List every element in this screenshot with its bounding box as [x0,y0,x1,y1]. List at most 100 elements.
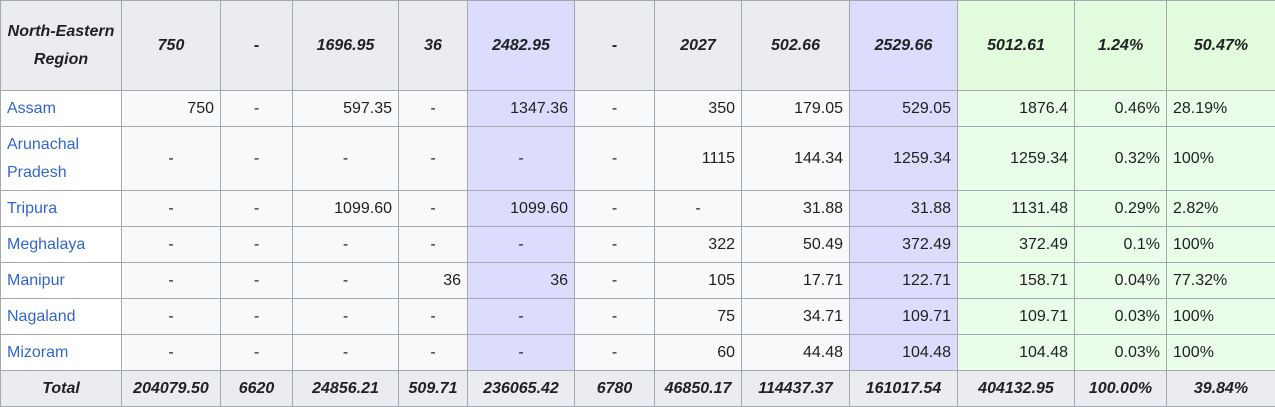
cell-6: - [655,191,742,227]
cell-9: 1876.4 [958,91,1075,127]
cell-10: 0.32% [1075,127,1167,191]
cell-5: - [575,191,655,227]
state-link[interactable]: Tripura [7,200,57,217]
cell-5: - [575,263,655,299]
cell-10: 0.29% [1075,191,1167,227]
total-value-10: 100.00% [1075,371,1167,407]
state-name-cell: Arunachal Pradesh [1,127,122,191]
cell-9: 1131.48 [958,191,1075,227]
cell-3: - [399,299,468,335]
cell-11: 100% [1167,127,1275,191]
state-name-cell: Meghalaya [1,227,122,263]
total-value-11: 39.84% [1167,371,1275,407]
total-value-8: 161017.54 [850,371,958,407]
cell-8: 104.48 [850,335,958,371]
cell-11: 100% [1167,299,1275,335]
region-value-1: - [221,1,293,91]
cell-8: 122.71 [850,263,958,299]
region-value-5: - [575,1,655,91]
cell-3: - [399,227,468,263]
total-value-3: 509.71 [399,371,468,407]
total-value-5: 6780 [575,371,655,407]
cell-7: 31.88 [742,191,850,227]
cell-1: - [221,335,293,371]
region-value-7: 502.66 [742,1,850,91]
cell-10: 0.04% [1075,263,1167,299]
cell-6: 105 [655,263,742,299]
state-name-cell: Assam [1,91,122,127]
cell-7: 144.34 [742,127,850,191]
cell-4: - [468,299,575,335]
cell-2: - [293,299,399,335]
cell-0: 750 [122,91,221,127]
cell-2: 597.35 [293,91,399,127]
state-name-cell: Nagaland [1,299,122,335]
cell-8: 31.88 [850,191,958,227]
cell-6: 322 [655,227,742,263]
cell-4: 1099.60 [468,191,575,227]
state-link[interactable]: Nagaland [7,308,76,325]
cell-4: 1347.36 [468,91,575,127]
cell-9: 158.71 [958,263,1075,299]
cell-10: 0.03% [1075,299,1167,335]
region-value-4: 2482.95 [468,1,575,91]
region-value-2: 1696.95 [293,1,399,91]
cell-9: 104.48 [958,335,1075,371]
cell-2: - [293,127,399,191]
state-link[interactable]: Mizoram [7,344,68,361]
cell-11: 100% [1167,335,1275,371]
cell-9: 372.49 [958,227,1075,263]
cell-5: - [575,127,655,191]
cell-8: 1259.34 [850,127,958,191]
cell-9: 1259.34 [958,127,1075,191]
state-link[interactable]: Manipur [7,272,65,289]
state-link[interactable]: Arunachal Pradesh [7,136,79,181]
total-value-6: 46850.17 [655,371,742,407]
cell-2: - [293,335,399,371]
cell-11: 28.19% [1167,91,1275,127]
cell-1: - [221,227,293,263]
total-value-1: 6620 [221,371,293,407]
cell-5: - [575,299,655,335]
cell-0: - [122,191,221,227]
cell-1: - [221,91,293,127]
region-value-3: 36 [399,1,468,91]
total-value-4: 236065.42 [468,371,575,407]
cell-6: 1115 [655,127,742,191]
cell-5: - [575,335,655,371]
cell-6: 60 [655,335,742,371]
cell-10: 0.03% [1075,335,1167,371]
cell-1: - [221,127,293,191]
cell-3: - [399,127,468,191]
cell-11: 77.32% [1167,263,1275,299]
cell-2: - [293,263,399,299]
state-link[interactable]: Meghalaya [7,236,85,253]
total-value-2: 24856.21 [293,371,399,407]
cell-4: 36 [468,263,575,299]
region-name: North-Eastern Region [1,1,122,91]
cell-4: - [468,227,575,263]
state-name-cell: Tripura [1,191,122,227]
cell-7: 34.71 [742,299,850,335]
cell-10: 0.46% [1075,91,1167,127]
cell-0: - [122,263,221,299]
total-value-0: 204079.50 [122,371,221,407]
cell-8: 372.49 [850,227,958,263]
cell-9: 109.71 [958,299,1075,335]
state-link[interactable]: Assam [7,100,56,117]
cell-11: 100% [1167,227,1275,263]
cell-2: 1099.60 [293,191,399,227]
cell-3: - [399,91,468,127]
cell-4: - [468,127,575,191]
state-name-cell: Mizoram [1,335,122,371]
cell-11: 2.82% [1167,191,1275,227]
cell-3: - [399,191,468,227]
cell-1: - [221,299,293,335]
